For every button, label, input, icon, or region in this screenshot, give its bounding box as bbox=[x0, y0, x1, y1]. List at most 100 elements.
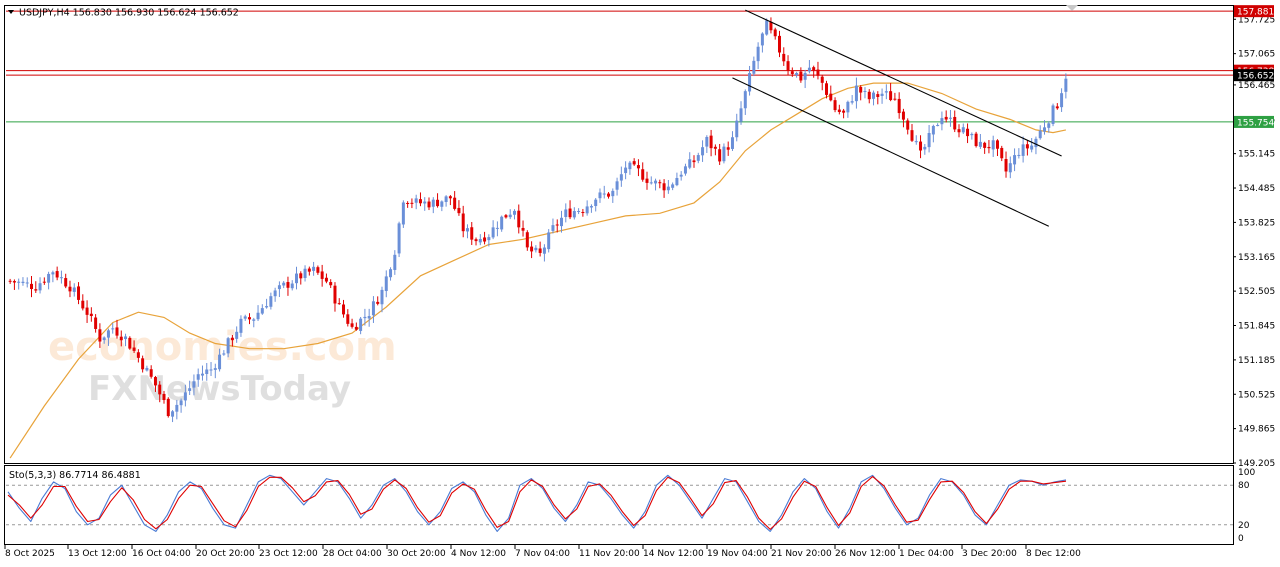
candle-body bbox=[111, 328, 115, 330]
candle-body bbox=[106, 330, 110, 338]
candle-body bbox=[230, 337, 234, 341]
price-line-tag bbox=[1234, 5, 1274, 18]
candle-body bbox=[577, 210, 581, 212]
candle-body bbox=[777, 35, 781, 53]
candle-body bbox=[273, 290, 277, 297]
candle-body bbox=[299, 273, 303, 279]
candle-body bbox=[867, 91, 871, 100]
candle-body bbox=[542, 247, 546, 254]
stochastic-tick-label: 80 bbox=[1238, 481, 1250, 491]
candle-body bbox=[632, 161, 636, 165]
candle-body bbox=[17, 281, 21, 283]
candle-body bbox=[226, 338, 230, 354]
candle-body bbox=[1060, 93, 1064, 108]
candle-body bbox=[884, 91, 888, 93]
price-tick-label: 153.165 bbox=[1238, 253, 1275, 263]
candle-body bbox=[1008, 163, 1012, 173]
stochastic-lines bbox=[7, 474, 1067, 532]
time-tick-label: 26 Nov 12:00 bbox=[835, 549, 896, 559]
candle-body bbox=[410, 202, 414, 204]
candle-body bbox=[748, 73, 752, 92]
watermark-line2: FXNewsToday bbox=[88, 369, 351, 409]
time-tick-label: 8 Dec 12:00 bbox=[1026, 549, 1081, 559]
time-tick-label: 7 Nov 04:00 bbox=[515, 549, 570, 559]
candle-body bbox=[859, 86, 863, 93]
price-tick-label: 153.825 bbox=[1238, 218, 1275, 228]
candle-body bbox=[145, 367, 149, 371]
candle-body bbox=[953, 116, 957, 130]
candle-body bbox=[846, 101, 850, 113]
time-axis: 8 Oct 2025 13 Oct 12:00 16 Oct 04:00 20 Oct… bbox=[4, 545, 1081, 559]
candle-body bbox=[594, 199, 598, 207]
price-tick-label: 155.145 bbox=[1238, 150, 1275, 160]
candle-body bbox=[329, 282, 333, 286]
candle-body bbox=[966, 128, 970, 137]
candle-body bbox=[406, 202, 410, 204]
candle-body bbox=[790, 71, 794, 74]
candle-body bbox=[872, 92, 876, 99]
candle-body bbox=[1025, 144, 1029, 149]
candle-body bbox=[444, 196, 448, 202]
ma-line bbox=[9, 82, 1067, 459]
candle-body bbox=[919, 141, 923, 151]
candle-body bbox=[906, 120, 910, 130]
candle-body bbox=[765, 20, 769, 35]
candle-body bbox=[816, 69, 820, 76]
candle-body bbox=[427, 201, 431, 208]
candle-body bbox=[465, 228, 469, 232]
candle-body bbox=[568, 208, 572, 218]
candle-body bbox=[897, 98, 901, 114]
candle-body bbox=[342, 304, 346, 315]
candle-body bbox=[786, 61, 790, 71]
candle-body bbox=[457, 207, 461, 214]
candle-body bbox=[773, 29, 777, 37]
candle-body bbox=[619, 174, 623, 181]
candle-body bbox=[688, 159, 692, 168]
candle-body bbox=[8, 280, 12, 282]
candle-body bbox=[371, 301, 375, 316]
candle-body bbox=[316, 267, 320, 273]
candle-body bbox=[970, 133, 974, 136]
candle-body bbox=[833, 100, 837, 111]
candle-body bbox=[987, 146, 991, 149]
candle-body bbox=[812, 67, 816, 71]
candle-body bbox=[337, 303, 341, 305]
candle-body bbox=[782, 53, 786, 62]
candle-body bbox=[162, 393, 166, 401]
candle-body bbox=[607, 193, 611, 197]
candle-body bbox=[478, 238, 482, 243]
stochastic-tick-label: 100 bbox=[1238, 468, 1255, 478]
time-tick-label: 8 Oct 2025 bbox=[5, 549, 55, 559]
candle-body bbox=[974, 133, 978, 147]
candle-body bbox=[671, 184, 675, 188]
candle-body bbox=[38, 283, 42, 291]
dropdown-triangle-icon[interactable] bbox=[8, 10, 14, 14]
candle-body bbox=[171, 411, 175, 417]
candle-body bbox=[820, 76, 824, 83]
candle-body bbox=[641, 169, 645, 180]
candle-body bbox=[175, 404, 179, 412]
symbol-header: USDJPY,H4 156.830 156.930 156.624 156.65… bbox=[19, 8, 239, 19]
candle-body bbox=[555, 224, 559, 226]
time-tick-label: 19 Nov 04:00 bbox=[707, 549, 768, 559]
time-tick-label: 21 Nov 20:00 bbox=[771, 549, 832, 559]
candle-body bbox=[931, 125, 935, 135]
candle-body bbox=[944, 116, 948, 120]
candle-body bbox=[269, 296, 273, 307]
time-tick-label: 14 Nov 12:00 bbox=[643, 549, 704, 559]
candle-body bbox=[752, 60, 756, 74]
candle-body bbox=[277, 285, 281, 290]
candle-body bbox=[376, 301, 380, 304]
stochastic-title: Sto(5,3,3) 86.7714 86.4881 bbox=[9, 470, 141, 481]
candle-body bbox=[722, 146, 726, 162]
candle-body bbox=[1021, 144, 1025, 156]
candle-body bbox=[991, 140, 995, 150]
candle-body bbox=[256, 312, 260, 320]
candle-body bbox=[534, 247, 538, 251]
chart-shift-icon[interactable] bbox=[1066, 5, 1078, 11]
candle-body bbox=[807, 67, 811, 72]
candle-body bbox=[538, 248, 542, 253]
candle-body bbox=[645, 178, 649, 183]
candle-body bbox=[901, 111, 905, 120]
